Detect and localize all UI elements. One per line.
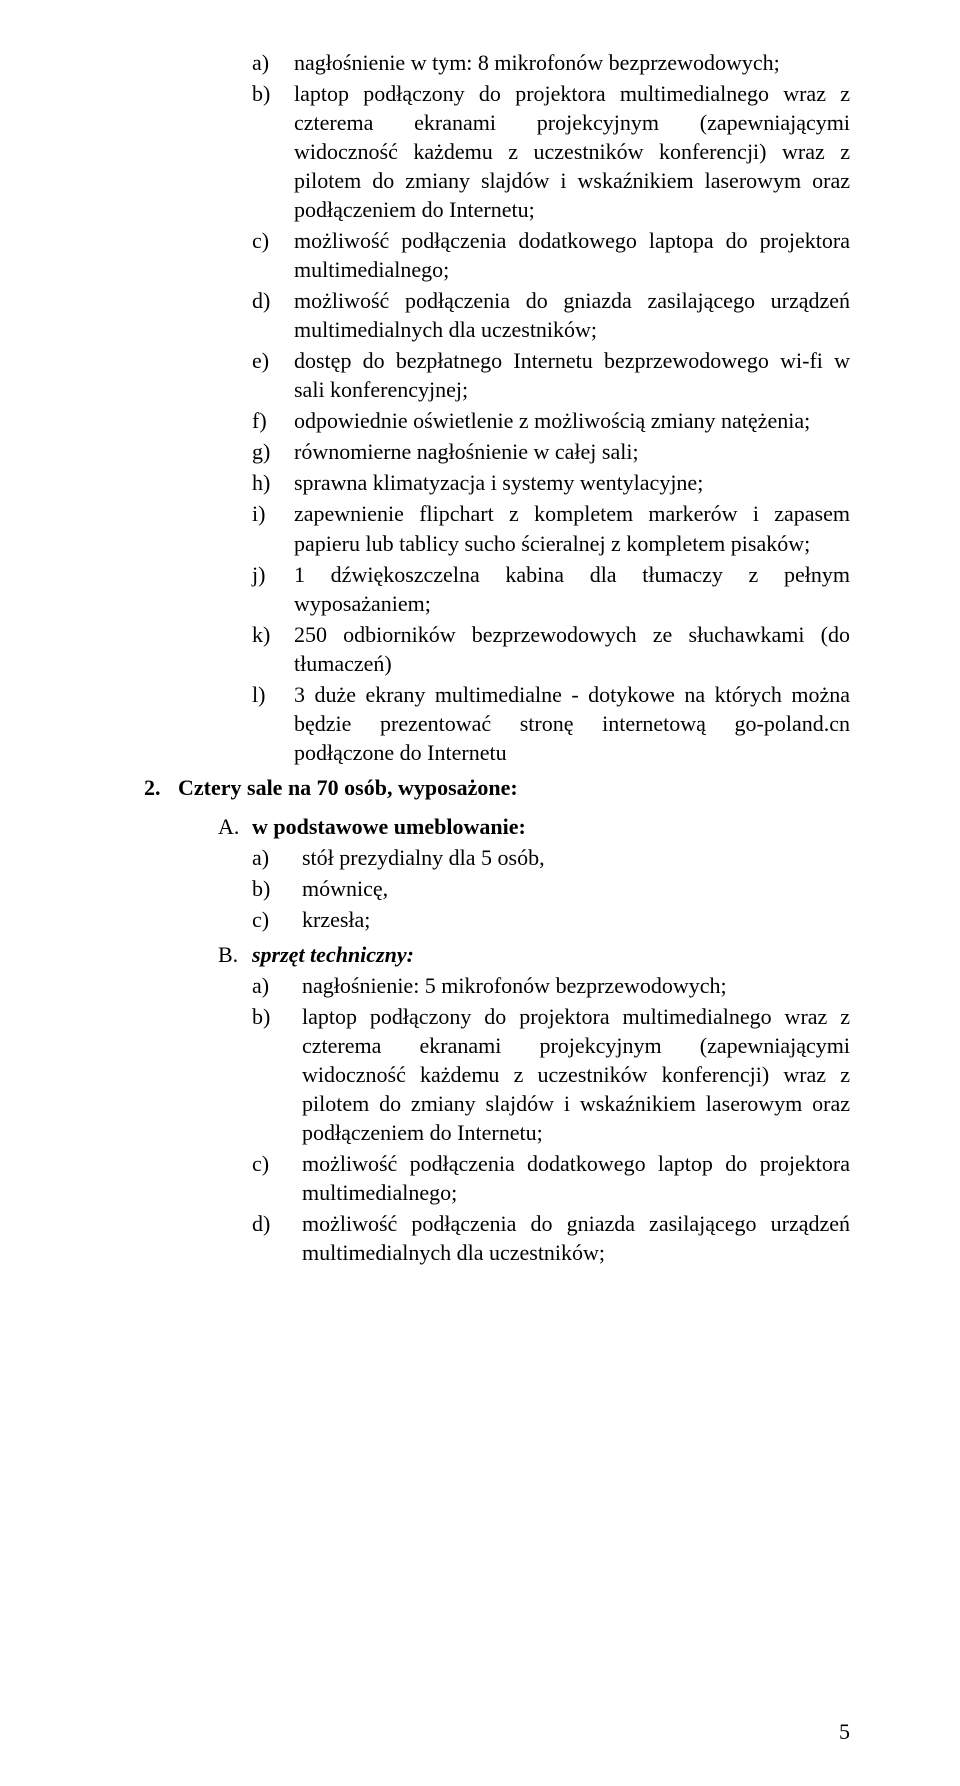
list-item: a) stół prezydialny dla 5 osób, <box>252 843 850 872</box>
list-marker: c) <box>252 905 302 934</box>
document-page: a) nagłośnienie w tym: 8 mikrofonów bezp… <box>0 0 960 1786</box>
list-marker: b) <box>252 1002 302 1147</box>
list-marker: a) <box>252 971 302 1000</box>
list-text: możliwość podłączenia do gniazda zasilaj… <box>302 1209 850 1267</box>
list-marker: l) <box>252 680 294 767</box>
list-text: 3 duże ekrany multimedialne - dotykowe n… <box>294 680 850 767</box>
subsection-label: sprzęt techniczny: <box>252 940 850 969</box>
list-text: sprawna klimatyzacja i systemy wentylacy… <box>294 468 850 497</box>
list-marker: f) <box>252 406 294 435</box>
list-marker: b) <box>252 874 302 903</box>
list-text: nagłośnienie w tym: 8 mikrofonów bezprze… <box>294 48 850 77</box>
list-marker: d) <box>252 286 294 344</box>
subsection-marker: B. <box>218 940 252 969</box>
top-letter-list: a) nagłośnienie w tym: 8 mikrofonów bezp… <box>252 48 850 767</box>
list-item: b) mównicę, <box>252 874 850 903</box>
list-item: l) 3 duże ekrany multimedialne - dotykow… <box>252 680 850 767</box>
list-marker: c) <box>252 1149 302 1207</box>
list-item: h) sprawna klimatyzacja i systemy wentyl… <box>252 468 850 497</box>
list-item: j) 1 dźwiękoszczelna kabina dla tłumaczy… <box>252 560 850 618</box>
section-2-heading: 2. Cztery sale na 70 osób, wyposażone: <box>144 773 850 802</box>
section-title: Cztery sale na 70 osób, wyposażone: <box>178 773 518 802</box>
page-number: 5 <box>839 1717 850 1746</box>
list-marker: k) <box>252 620 294 678</box>
list-text: możliwość podłączenia dodatkowego laptop… <box>294 226 850 284</box>
list-item: a) nagłośnienie: 5 mikrofonów bezprzewod… <box>252 971 850 1000</box>
list-item: i) zapewnienie flipchart z kompletem mar… <box>252 499 850 557</box>
list-item: b) laptop podłączony do projektora multi… <box>252 79 850 224</box>
list-text: 250 odbiorników bezprzewodowych ze słuch… <box>294 620 850 678</box>
list-marker: a) <box>252 48 294 77</box>
subsection-marker: A. <box>218 812 252 841</box>
subsection-label: w podstawowe umeblowanie: <box>252 812 850 841</box>
list-item: d) możliwość podłączenia do gniazda zasi… <box>252 1209 850 1267</box>
list-text: możliwość podłączenia dodatkowego laptop… <box>302 1149 850 1207</box>
subsection-b-heading: B. sprzęt techniczny: <box>218 940 850 969</box>
list-marker: c) <box>252 226 294 284</box>
list-marker: j) <box>252 560 294 618</box>
list-item: c) możliwość podłączenia dodatkowego lap… <box>252 1149 850 1207</box>
list-marker: g) <box>252 437 294 466</box>
list-item: e) dostęp do bezpłatnego Internetu bezpr… <box>252 346 850 404</box>
list-text: krzesła; <box>302 905 850 934</box>
list-text: nagłośnienie: 5 mikrofonów bezprzewodowy… <box>302 971 850 1000</box>
section-number: 2. <box>144 773 178 802</box>
list-text: dostęp do bezpłatnego Internetu bezprzew… <box>294 346 850 404</box>
subsection-a-list: a) stół prezydialny dla 5 osób, b) mówni… <box>110 843 850 934</box>
subsection-a-heading: A. w podstawowe umeblowanie: <box>218 812 850 841</box>
list-text: 1 dźwiękoszczelna kabina dla tłumaczy z … <box>294 560 850 618</box>
list-item: c) możliwość podłączenia dodatkowego lap… <box>252 226 850 284</box>
list-text: zapewnienie flipchart z kompletem marker… <box>294 499 850 557</box>
list-text: mównicę, <box>302 874 850 903</box>
list-text: odpowiednie oświetlenie z możliwością zm… <box>294 406 850 435</box>
list-text: laptop podłączony do projektora multimed… <box>294 79 850 224</box>
list-item: g) równomierne nagłośnienie w całej sali… <box>252 437 850 466</box>
subsection-b-list: a) nagłośnienie: 5 mikrofonów bezprzewod… <box>110 971 850 1267</box>
list-item: f) odpowiednie oświetlenie z możliwością… <box>252 406 850 435</box>
list-marker: i) <box>252 499 294 557</box>
list-text: równomierne nagłośnienie w całej sali; <box>294 437 850 466</box>
list-item: k) 250 odbiorników bezprzewodowych ze sł… <box>252 620 850 678</box>
list-marker: d) <box>252 1209 302 1267</box>
list-item: d) możliwość podłączenia do gniazda zasi… <box>252 286 850 344</box>
list-item: c) krzesła; <box>252 905 850 934</box>
list-item: b) laptop podłączony do projektora multi… <box>252 1002 850 1147</box>
list-text: laptop podłączony do projektora multimed… <box>302 1002 850 1147</box>
list-marker: e) <box>252 346 294 404</box>
list-item: a) nagłośnienie w tym: 8 mikrofonów bezp… <box>252 48 850 77</box>
list-marker: a) <box>252 843 302 872</box>
list-text: stół prezydialny dla 5 osób, <box>302 843 850 872</box>
list-marker: h) <box>252 468 294 497</box>
list-marker: b) <box>252 79 294 224</box>
list-text: możliwość podłączenia do gniazda zasilaj… <box>294 286 850 344</box>
